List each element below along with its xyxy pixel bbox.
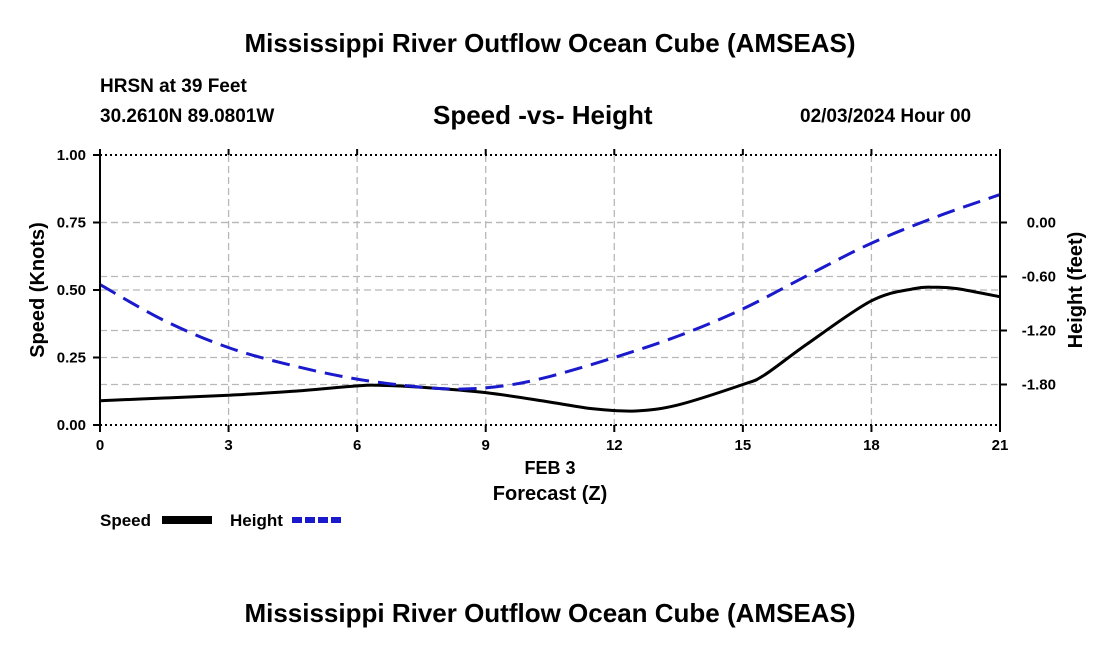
series-line-height xyxy=(99,193,1001,391)
x-axis-title: Forecast (Z) xyxy=(493,483,607,505)
chart-axes xyxy=(93,149,1007,432)
station-coordinates: 30.2610N 89.0801W xyxy=(100,106,275,127)
y-tick-label: 0.75 xyxy=(57,215,86,232)
x-tick-label: 9 xyxy=(482,437,490,454)
y2-tick-label: -1.20 xyxy=(1022,323,1056,340)
legend-label-height: Height xyxy=(230,511,283,530)
x-tick-label: 15 xyxy=(735,437,752,454)
footer-title: Mississippi River Outflow Ocean Cube (AM… xyxy=(244,598,856,628)
series-line-speed xyxy=(99,285,1001,413)
chart-grid xyxy=(100,155,1000,425)
y2-tick-label: 0.00 xyxy=(1027,215,1056,232)
x-tick-label: 3 xyxy=(224,437,232,454)
x-tick-label: 6 xyxy=(353,437,361,454)
y2-axis-title: Height (feet) xyxy=(1065,232,1087,349)
y2-tick-label: -1.80 xyxy=(1022,377,1056,394)
chart-title: Speed -vs- Height xyxy=(433,100,653,130)
y-axis-title: Speed (Knots) xyxy=(27,222,49,358)
chart-labels: 0 3 6 9 12 15 18 21 0.00 0.25 0.50 0.75 1.00 0.00 -0.6… xyxy=(27,147,1087,505)
y-tick-label: 0.50 xyxy=(57,282,86,299)
y2-tick-label: -0.60 xyxy=(1022,269,1056,286)
x-tick-label: 12 xyxy=(606,437,623,454)
y-tick-label: 0.25 xyxy=(57,350,86,367)
x-axis-date: FEB 3 xyxy=(524,458,575,478)
page-title: Mississippi River Outflow Ocean Cube (AM… xyxy=(244,28,856,58)
y-tick-label: 0.00 xyxy=(57,417,86,434)
x-tick-label: 18 xyxy=(863,437,880,454)
y-tick-label: 1.00 xyxy=(57,147,86,164)
x-tick-label: 21 xyxy=(992,437,1009,454)
forecast-date: 02/03/2024 Hour 00 xyxy=(800,106,972,127)
chart-series xyxy=(99,193,1001,413)
legend-label-speed: Speed xyxy=(100,511,151,530)
chart-legend: Speed Height xyxy=(100,511,342,530)
station-name: HRSN at 39 Feet xyxy=(100,76,247,97)
x-tick-label: 0 xyxy=(96,437,104,454)
